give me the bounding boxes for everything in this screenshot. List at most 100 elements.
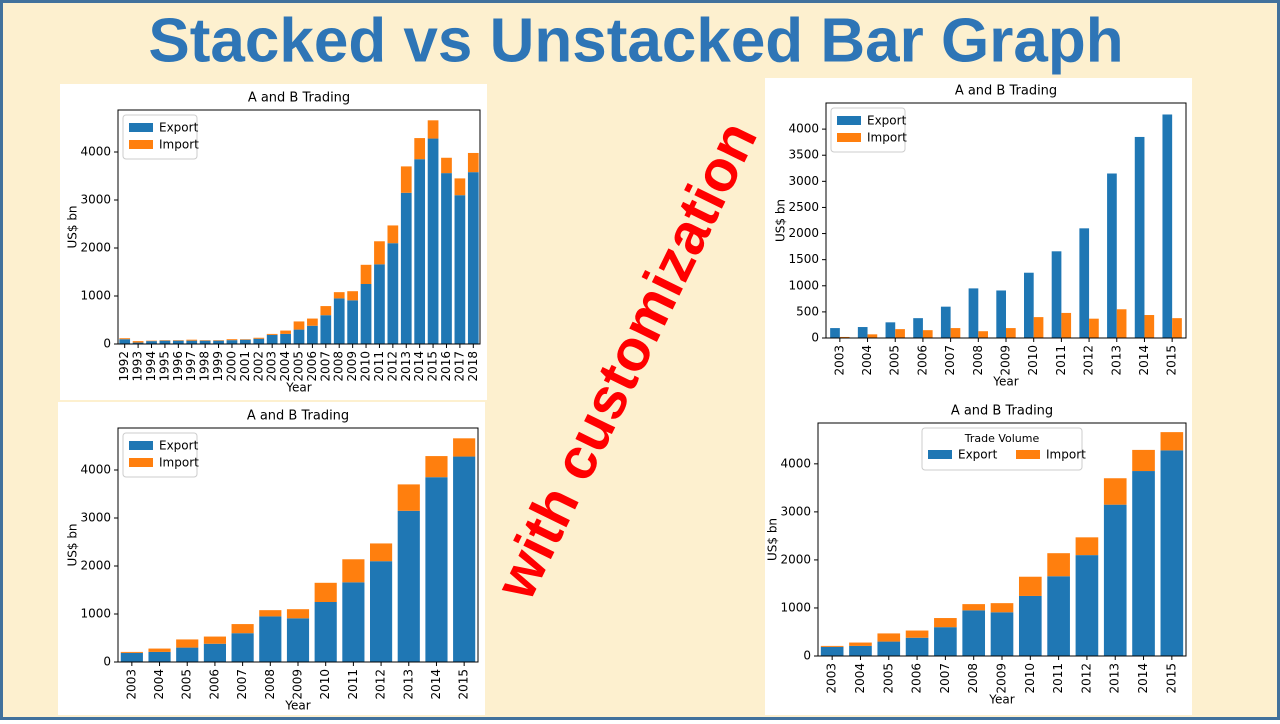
x-axis-label: Year [988,693,1014,707]
bar [204,637,226,644]
x-tick-label: 2014 [412,351,426,382]
x-tick-label: 2003 [832,345,846,376]
x-tick-label: 2009 [999,345,1013,376]
x-tick-label: 2015 [426,351,440,382]
x-tick-label: 1995 [157,351,171,382]
bar [425,456,447,477]
bar [334,292,345,298]
x-tick-label: 2012 [374,669,388,700]
bar [232,624,254,633]
legend-label: Import [867,131,907,145]
bar [133,341,144,342]
bar [821,646,844,647]
bar [213,341,224,344]
x-tick-label: 2006 [305,351,319,382]
bar [121,653,143,662]
bar [398,484,420,510]
bar [868,334,878,338]
x-tick-label: 2012 [385,351,399,382]
y-tick-label: 0 [811,331,819,345]
bar [821,647,844,656]
bar [176,639,198,647]
legend-label: Import [1046,448,1086,462]
legend-swatch [129,441,153,450]
y-tick-label: 2000 [80,241,111,255]
bar [468,153,479,172]
bar [991,603,1014,612]
x-tick-label: 2009 [995,663,1009,694]
x-tick-label: 2005 [888,345,902,376]
y-tick-label: 3000 [80,511,111,525]
bar [227,339,238,340]
y-tick-label: 3000 [780,504,811,518]
legend-swatch [928,450,952,459]
x-tick-label: 2007 [943,345,957,376]
x-tick-label: 2008 [263,669,277,700]
bar [1061,313,1071,338]
x-tick-label: 2006 [915,345,929,376]
y-tick-label: 4000 [788,122,819,136]
bar [320,315,331,344]
bar [441,158,452,173]
bar [186,340,197,341]
bar [387,225,398,243]
bar [398,511,420,662]
bar [342,559,364,582]
y-tick-label: 3000 [788,174,819,188]
x-tick-label: 2006 [207,669,221,700]
y-tick-label: 0 [103,337,111,351]
bar [176,648,198,662]
y-tick-label: 3000 [80,193,111,207]
x-axis-label: Year [285,381,311,395]
chart-title: A and B Trading [951,404,1053,419]
y-tick-label: 4000 [780,456,811,470]
bar [969,288,979,338]
x-tick-label: 2015 [1164,663,1178,694]
bar [468,172,479,344]
bar [1132,471,1155,656]
bar [294,330,305,344]
bar [934,627,957,656]
bar [361,284,372,344]
x-tick-label: 1996 [171,351,185,382]
bar [342,582,364,662]
legend-label: Export [867,114,907,128]
bar [1047,553,1070,576]
x-tick-label: 2013 [401,669,415,700]
bar [1019,596,1042,656]
x-tick-label: 2015 [1165,345,1179,376]
x-tick-label: 2014 [429,669,443,700]
bar [173,341,184,344]
page-title: Stacked vs Unstacked Bar Graph [148,6,1123,75]
legend-title: Trade Volume [964,432,1040,445]
bar [1104,478,1127,504]
bar [962,604,985,610]
bar [1019,577,1042,596]
x-tick-label: 2005 [180,669,194,700]
x-tick-label: 2004 [860,345,874,376]
bar [1079,228,1089,338]
legend-label: Import [159,456,199,470]
bar [414,159,425,344]
bar [374,241,385,264]
bar [453,457,475,662]
x-tick-label: 2011 [372,351,386,382]
bar [294,321,305,329]
y-tick-label: 2500 [788,200,819,214]
x-tick-label: 2010 [318,669,332,700]
bar [280,334,291,344]
bar [1089,319,1099,338]
y-tick-label: 0 [103,655,111,669]
y-tick-label: 4000 [80,145,111,159]
legend-swatch [129,140,153,149]
bar [148,649,170,652]
chart-title: A and B Trading [248,91,350,106]
bar [315,583,337,602]
bar [1076,537,1099,555]
bar [923,330,933,338]
x-tick-label: 2004 [853,663,867,694]
x-tick-label: 2012 [1082,345,1096,376]
x-tick-label: 1997 [184,351,198,382]
x-tick-label: 2017 [452,351,466,382]
bar [895,329,905,338]
